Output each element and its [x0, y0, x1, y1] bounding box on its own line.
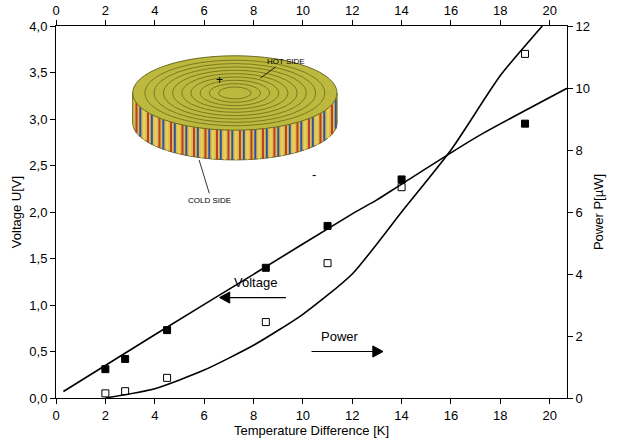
svg-text:16: 16: [444, 3, 458, 18]
svg-text:2: 2: [102, 3, 109, 18]
svg-text:20: 20: [542, 408, 556, 423]
svg-text:6: 6: [576, 205, 583, 220]
svg-text:0,0: 0,0: [29, 391, 47, 406]
svg-text:1,5: 1,5: [29, 251, 47, 266]
svg-text:HOT SIDE: HOT SIDE: [267, 57, 305, 66]
svg-text:8: 8: [250, 408, 257, 423]
svg-text:14: 14: [394, 3, 408, 18]
svg-text:8: 8: [576, 143, 583, 158]
svg-text:2: 2: [576, 329, 583, 344]
svg-text:12: 12: [345, 3, 359, 18]
svg-text:2,5: 2,5: [29, 158, 47, 173]
svg-text:12: 12: [345, 408, 359, 423]
svg-text:3,0: 3,0: [29, 112, 47, 127]
svg-text:18: 18: [493, 3, 507, 18]
svg-text:8: 8: [250, 3, 257, 18]
svg-text:Voltage: Voltage: [234, 275, 277, 290]
svg-text:16: 16: [444, 408, 458, 423]
svg-text:3,5: 3,5: [29, 65, 47, 80]
svg-text:Power: Power: [321, 329, 359, 344]
svg-text:10: 10: [576, 81, 590, 96]
svg-text:0: 0: [52, 3, 59, 18]
svg-text:4: 4: [576, 267, 583, 282]
svg-text:2: 2: [102, 408, 109, 423]
svg-text:0: 0: [52, 408, 59, 423]
svg-text:14: 14: [394, 408, 408, 423]
svg-text:Voltage U[V]: Voltage U[V]: [9, 176, 24, 248]
svg-text:2,0: 2,0: [29, 205, 47, 220]
svg-text:6: 6: [201, 3, 208, 18]
svg-text:Temperature Difference [K]: Temperature Difference [K]: [234, 423, 389, 438]
svg-text:10: 10: [296, 3, 310, 18]
svg-text:4: 4: [151, 408, 158, 423]
svg-text:12: 12: [576, 19, 590, 34]
svg-text:-: -: [312, 167, 316, 182]
svg-text:4,0: 4,0: [29, 19, 47, 34]
svg-text:1,0: 1,0: [29, 298, 47, 313]
svg-text:+: +: [216, 73, 223, 87]
svg-text:10: 10: [296, 408, 310, 423]
svg-text:COLD SIDE: COLD SIDE: [188, 196, 231, 205]
svg-text:0,5: 0,5: [29, 344, 47, 359]
svg-text:0: 0: [576, 391, 583, 406]
svg-text:18: 18: [493, 408, 507, 423]
svg-text:4: 4: [151, 3, 158, 18]
svg-text:6: 6: [201, 408, 208, 423]
svg-text:Power P[µW]: Power P[µW]: [591, 174, 606, 250]
svg-text:20: 20: [542, 3, 556, 18]
